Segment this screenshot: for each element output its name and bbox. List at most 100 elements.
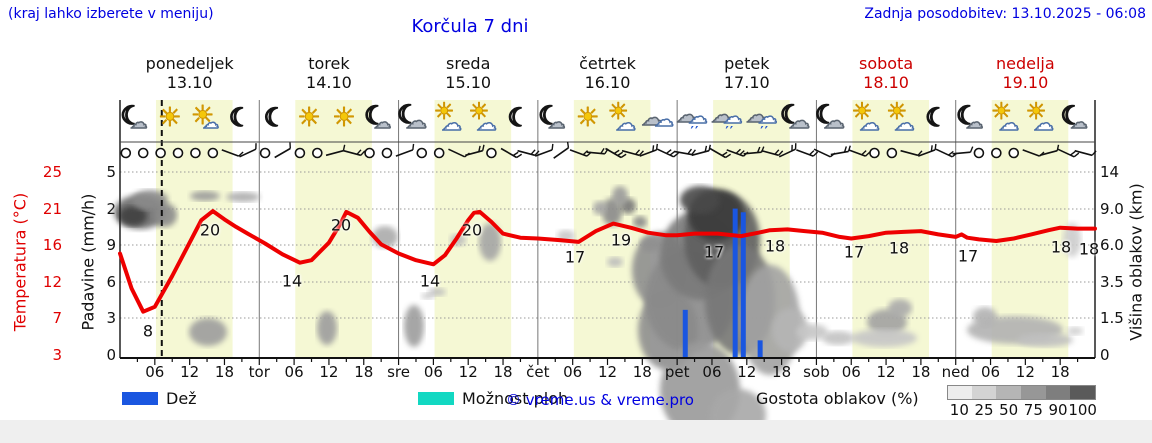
wind-barb-feather	[687, 148, 693, 155]
wind-barb-icon	[605, 147, 622, 159]
cloud-height-tick-label: 0	[1100, 346, 1110, 364]
wind-barb-icon	[274, 147, 291, 159]
hour-label: 06	[145, 363, 165, 381]
wind-calm-icon	[207, 147, 219, 159]
temperature-value-label: 19	[610, 230, 632, 250]
wind-barb-feather	[865, 151, 871, 157]
wind-barb-feather	[725, 153, 731, 159]
wind-barb-feather	[238, 151, 244, 157]
wind-barb-feather	[1070, 150, 1076, 156]
temperature-value-label: 18	[888, 238, 910, 258]
wind-calm-icon	[172, 147, 184, 159]
daylight-band	[155, 100, 233, 358]
wind-barb-icon	[796, 149, 814, 157]
temperature-value-label: 14	[419, 271, 441, 291]
moon-clouds-icon: ☾ ☁	[396, 100, 428, 133]
cloud-density-blob	[612, 186, 628, 206]
wind-barb-feather	[666, 149, 672, 154]
cloud-density-blob	[119, 206, 147, 226]
wind-calm-icon	[155, 147, 166, 159]
wind-barb-feather	[360, 150, 366, 156]
moon-cloud-icon: ☾ ☁	[119, 101, 148, 133]
cloud-density-blob	[189, 318, 227, 346]
day-date: 16.10	[584, 73, 631, 92]
wind-barb-icon	[465, 149, 483, 157]
wind-barb-icon	[673, 150, 692, 156]
sun-cloud-icon: ☀ ☁	[1025, 99, 1054, 135]
day-abbr-label: tor	[248, 363, 270, 381]
temperature-value-label: 8	[142, 321, 154, 341]
day-name: sobota	[858, 54, 914, 73]
wind-barb-feather	[617, 151, 624, 157]
clouds-icon: ☁ ☁	[641, 106, 675, 131]
last-update-text: Zadnja posodobitev: 13.10.2025 - 06:08	[864, 6, 1146, 22]
precip-tick-label: 2	[106, 200, 116, 218]
sun-cloud-icon: ☀ ☁	[990, 99, 1019, 135]
cloud-density-blob	[680, 186, 720, 214]
day-date: 14.10	[306, 73, 352, 92]
hour-label: 12	[180, 363, 200, 381]
temperature-value-label: 17	[564, 247, 586, 267]
rain-bar	[757, 340, 763, 357]
wind-barb-feather	[620, 153, 627, 159]
wind-barb-icon	[1057, 148, 1075, 158]
copyright-link[interactable]: © vreme.us & vreme.pro	[506, 391, 694, 409]
wind-barb-icon	[621, 149, 640, 157]
rain-legend-label: Dež	[166, 389, 197, 408]
sun-cloud-icon: ☀ ☁	[433, 99, 462, 135]
hour-label: 18	[214, 363, 234, 381]
density-scale-segment	[971, 385, 998, 400]
wind-barb-feather	[635, 149, 641, 155]
wind-barb-icon	[517, 149, 536, 157]
showers-legend-label: Možnost ploh	[462, 389, 569, 408]
wind-calm-icon	[381, 147, 393, 159]
wind-calm-icon	[486, 147, 497, 159]
wind-barb-feather	[708, 144, 711, 151]
wind-calm-icon	[120, 147, 132, 159]
wind-barb-feather	[582, 150, 589, 156]
temp-tick-label: 7	[52, 309, 62, 327]
wind-calm-icon	[312, 147, 323, 159]
density-scale-segment	[996, 385, 1022, 400]
rain-bar	[740, 212, 746, 357]
wind-barb-icon	[691, 149, 710, 157]
wind-barb-icon	[743, 151, 762, 155]
wind-barb-feather	[673, 152, 679, 158]
hour-label: 18	[493, 363, 513, 381]
sun-cloud-icon: ☀ ☁	[886, 99, 915, 135]
wind-barb-feather	[917, 150, 923, 156]
wind-barb-icon	[830, 150, 849, 156]
wind-barb-feather	[861, 150, 867, 156]
wind-barb-icon	[709, 147, 726, 159]
day-name: nedelja	[996, 54, 1055, 73]
wind-calm-icon	[991, 147, 1002, 159]
wind-barb-feather	[704, 145, 708, 152]
density-scale-label: 10	[949, 401, 969, 419]
rain-bar	[732, 208, 738, 357]
wind-barb-icon	[1074, 149, 1093, 157]
temperature-value-label: 18	[1078, 239, 1100, 259]
wind-barb-icon	[657, 148, 675, 158]
clouds-rain-icon: ☁ ☁ ′′	[711, 103, 744, 140]
cloud-density-blob	[1063, 223, 1081, 257]
wind-calm-icon	[973, 147, 985, 159]
wind-barb-feather	[512, 151, 519, 157]
wind-barb-icon	[553, 147, 569, 159]
footer-strip	[0, 420, 1152, 443]
cloud-density-blob	[153, 203, 177, 227]
wind-calm-icon	[1008, 147, 1020, 159]
moon-icon: ☾	[507, 103, 531, 132]
precip-tick-label: 5	[106, 163, 116, 181]
wind-barb-feather	[809, 150, 815, 156]
wind-barb-icon	[448, 148, 466, 158]
wind-barb-icon	[917, 149, 936, 157]
cloud-density-blob	[607, 257, 623, 267]
wind-barb-feather	[774, 149, 780, 155]
wind-barb-feather	[691, 149, 696, 155]
hour-label: 18	[772, 363, 792, 381]
wind-barb-feather	[534, 150, 540, 156]
showers-legend-swatch	[418, 392, 454, 405]
hour-label: 06	[423, 363, 443, 381]
wind-barb-icon	[221, 149, 239, 157]
